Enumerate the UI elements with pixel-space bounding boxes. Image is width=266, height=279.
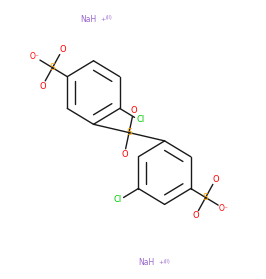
Text: (II): (II) bbox=[105, 15, 112, 20]
Text: O: O bbox=[130, 106, 137, 115]
Text: O: O bbox=[213, 175, 219, 184]
Text: Cl: Cl bbox=[113, 196, 121, 205]
Text: NaH: NaH bbox=[138, 258, 155, 267]
Text: O⁻: O⁻ bbox=[219, 204, 229, 213]
Text: O: O bbox=[192, 211, 199, 220]
Text: O⁻: O⁻ bbox=[29, 52, 39, 61]
Text: Cl: Cl bbox=[137, 116, 145, 124]
Text: S: S bbox=[203, 193, 209, 202]
Text: NaH: NaH bbox=[80, 15, 97, 24]
Text: +: + bbox=[100, 17, 105, 22]
Text: O: O bbox=[59, 45, 66, 54]
Text: (II): (II) bbox=[163, 259, 170, 264]
Text: +: + bbox=[158, 260, 163, 265]
Text: O: O bbox=[39, 81, 46, 91]
Text: O: O bbox=[121, 150, 128, 159]
Text: S: S bbox=[126, 128, 132, 137]
Text: S: S bbox=[50, 63, 55, 72]
